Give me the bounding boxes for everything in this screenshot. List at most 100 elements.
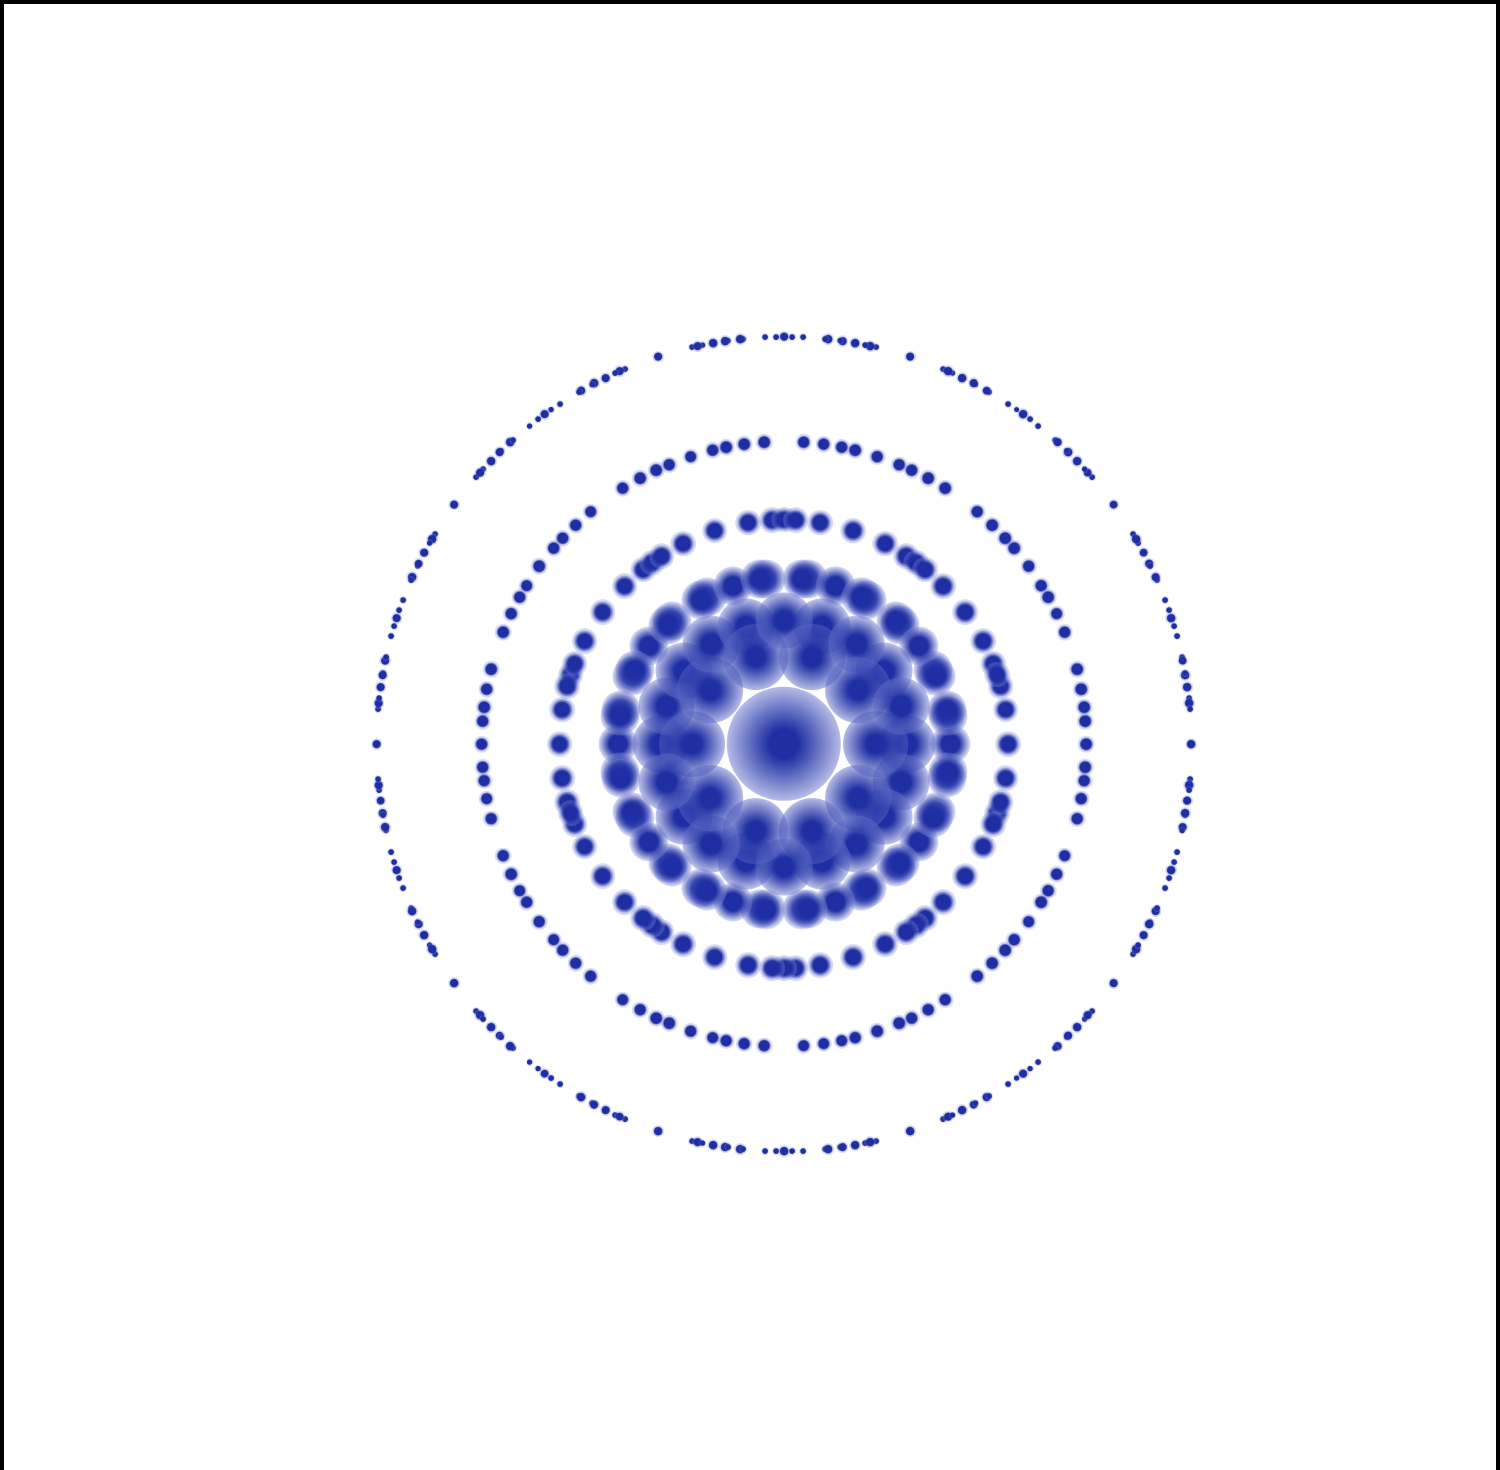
diffraction-spot — [849, 337, 861, 349]
diffraction-spot — [1088, 1007, 1096, 1015]
diffraction-spot — [1165, 606, 1173, 614]
diffraction-spot — [518, 577, 535, 594]
diffraction-spot — [670, 531, 696, 557]
diffraction-spot — [407, 571, 419, 583]
diffraction-spot — [937, 480, 954, 497]
diffraction-spot — [567, 955, 584, 972]
diffraction-spot — [904, 1126, 916, 1138]
diffraction-spot — [1063, 1033, 1071, 1041]
diffraction-spot — [756, 592, 813, 649]
diffraction-spot — [1073, 681, 1090, 698]
diffraction-spot — [927, 759, 966, 798]
diffraction-spot — [531, 913, 548, 930]
diffraction-spot — [555, 530, 572, 547]
diffraction-spot — [1077, 759, 1094, 776]
diffraction-spot — [375, 682, 387, 694]
diffraction-spot — [692, 1136, 704, 1148]
diffraction-spot — [855, 643, 912, 700]
diffraction-spot — [677, 657, 743, 723]
diffraction-spot — [1165, 874, 1173, 882]
diffraction-spot — [931, 724, 970, 763]
diffraction-spot — [1129, 950, 1137, 958]
diffraction-spot — [837, 1141, 849, 1153]
diffraction-spot — [1082, 1010, 1094, 1022]
diffraction-spot — [1040, 589, 1057, 606]
diffraction-spot — [1186, 705, 1194, 713]
diffraction-spot — [682, 580, 721, 619]
diffraction-spot — [864, 1136, 876, 1148]
diffraction-spot — [1161, 884, 1169, 892]
diffraction-spot — [717, 598, 774, 655]
diffraction-spot — [1026, 1065, 1034, 1073]
diffraction-spot — [971, 629, 997, 655]
diffraction-spot — [707, 337, 719, 349]
diffraction-spot — [1020, 558, 1037, 575]
diffraction-spot — [614, 991, 631, 1008]
diffraction-spot — [741, 560, 780, 599]
diffraction-spot — [1048, 605, 1065, 622]
diffraction-spot — [375, 786, 383, 794]
diffraction-spot — [968, 1099, 980, 1111]
diffraction-spot — [807, 953, 833, 979]
diffraction-spot — [837, 335, 849, 347]
diffraction-spot — [545, 540, 562, 557]
diffraction-spot — [727, 687, 841, 801]
diffraction-spot — [495, 848, 512, 865]
diffraction-spot — [390, 622, 398, 630]
diffraction-spot — [509, 436, 517, 444]
diffraction-spot — [391, 612, 403, 624]
diffraction-spot — [612, 889, 638, 915]
diffraction-spot — [395, 874, 403, 882]
diffraction-spot — [1146, 562, 1154, 570]
diffraction-spot — [1076, 772, 1093, 789]
diffraction-spot — [899, 822, 938, 861]
diffraction-spot — [1130, 943, 1142, 955]
diffraction-spot — [957, 372, 969, 384]
diffraction-spot — [1161, 596, 1169, 604]
diffraction-spot — [588, 381, 596, 389]
diffraction-spot — [873, 677, 930, 734]
diffraction-spot — [505, 436, 517, 448]
diffraction-spot — [474, 1010, 486, 1022]
diffraction-spot — [747, 890, 786, 929]
diffraction-spot — [407, 576, 415, 584]
diffraction-spot — [692, 340, 704, 352]
diffraction-pattern-canvas — [0, 0, 1500, 1470]
diffraction-spot — [413, 558, 425, 570]
diffraction-spot — [558, 800, 584, 826]
diffraction-spot — [759, 955, 785, 981]
diffraction-spot — [426, 941, 434, 949]
diffraction-spot — [953, 863, 979, 889]
diffraction-spot — [862, 341, 870, 349]
diffraction-spot — [485, 455, 497, 467]
diffraction-spot — [778, 1145, 790, 1157]
diffraction-spot — [648, 605, 687, 644]
diffraction-spot — [419, 547, 431, 559]
diffraction-spot — [794, 598, 851, 655]
diffraction-spot — [614, 1111, 626, 1123]
diffraction-spot — [985, 1092, 993, 1100]
diffraction-spot — [783, 955, 809, 981]
diffraction-spot — [981, 385, 993, 397]
diffraction-spot — [614, 365, 626, 377]
diffraction-spot — [583, 968, 600, 985]
diffraction-spot — [872, 931, 898, 957]
diffraction-spot — [869, 448, 886, 465]
diffraction-spot — [682, 869, 721, 908]
diffraction-spot — [431, 530, 439, 538]
diffraction-spot — [1004, 1080, 1012, 1088]
diffraction-spot — [939, 365, 947, 373]
diffraction-spot — [957, 1104, 969, 1116]
diffraction-spot — [379, 822, 391, 834]
diffraction-spot — [840, 518, 866, 544]
diffraction-spot — [1071, 455, 1083, 467]
diffraction-spot — [498, 447, 506, 455]
diffraction-spot — [1166, 612, 1178, 624]
diffraction-spot — [772, 333, 780, 341]
diffraction-spot — [699, 341, 707, 349]
diffraction-spot — [407, 904, 415, 912]
diffraction-spot — [903, 462, 920, 479]
diffraction-spot — [379, 655, 391, 667]
diffraction-spot — [788, 889, 827, 928]
diffraction-spot — [1185, 738, 1197, 750]
